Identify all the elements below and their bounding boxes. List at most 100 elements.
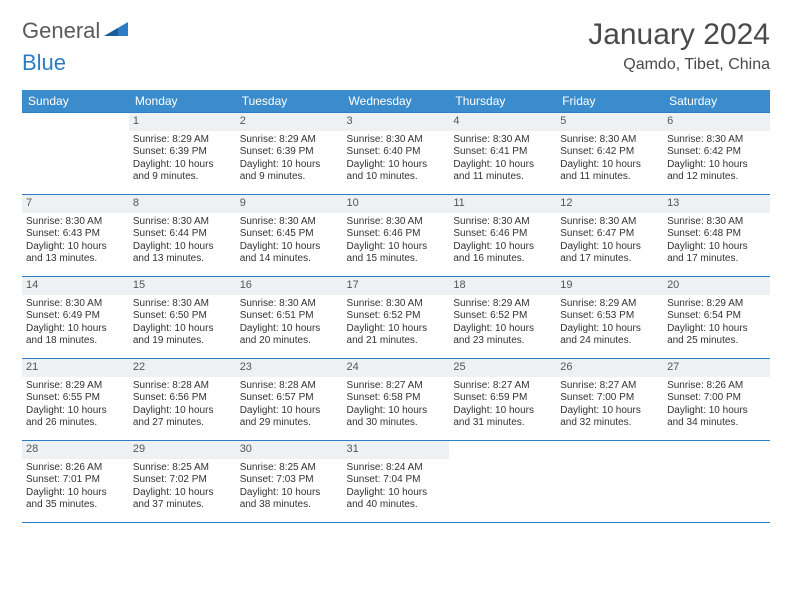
day-number: 6 — [663, 113, 770, 131]
calendar-cell: 23Sunrise: 8:28 AMSunset: 6:57 PMDayligh… — [236, 359, 343, 441]
weekday-wed: Wednesday — [343, 90, 450, 113]
sunrise-line: Sunrise: 8:30 AM — [347, 216, 446, 229]
calendar-cell: 15Sunrise: 8:30 AMSunset: 6:50 PMDayligh… — [129, 277, 236, 359]
calendar-cell: 31Sunrise: 8:24 AMSunset: 7:04 PMDayligh… — [343, 441, 450, 523]
sunset-line: Sunset: 6:39 PM — [133, 146, 232, 159]
weekday-tue: Tuesday — [236, 90, 343, 113]
day-number: 20 — [663, 277, 770, 295]
daylight-line: Daylight: 10 hours — [453, 241, 552, 254]
daylight-line: and 17 minutes. — [560, 253, 659, 266]
sunrise-line: Sunrise: 8:30 AM — [560, 216, 659, 229]
day-number: 5 — [556, 113, 663, 131]
sunrise-line: Sunrise: 8:30 AM — [240, 298, 339, 311]
calendar-cell — [22, 113, 129, 195]
daylight-line: Daylight: 10 hours — [560, 323, 659, 336]
day-number: 12 — [556, 195, 663, 213]
sunset-line: Sunset: 6:48 PM — [667, 228, 766, 241]
sunset-line: Sunset: 6:47 PM — [560, 228, 659, 241]
day-number: 2 — [236, 113, 343, 131]
location-label: Qamdo, Tibet, China — [588, 56, 770, 74]
calendar-cell: 10Sunrise: 8:30 AMSunset: 6:46 PMDayligh… — [343, 195, 450, 277]
daylight-line: and 16 minutes. — [453, 253, 552, 266]
day-number: 21 — [22, 359, 129, 377]
daylight-line: Daylight: 10 hours — [26, 241, 125, 254]
sunrise-line: Sunrise: 8:26 AM — [667, 380, 766, 393]
sunset-line: Sunset: 6:39 PM — [240, 146, 339, 159]
daylight-line: and 11 minutes. — [560, 171, 659, 184]
day-number: 9 — [236, 195, 343, 213]
daylight-line: and 10 minutes. — [347, 171, 446, 184]
weekday-header-row: Sunday Monday Tuesday Wednesday Thursday… — [22, 90, 770, 113]
sunset-line: Sunset: 6:56 PM — [133, 392, 232, 405]
daylight-line: Daylight: 10 hours — [26, 487, 125, 500]
daylight-line: and 24 minutes. — [560, 335, 659, 348]
day-number: 30 — [236, 441, 343, 459]
daylight-line: and 15 minutes. — [347, 253, 446, 266]
daylight-line: and 25 minutes. — [667, 335, 766, 348]
daylight-line: Daylight: 10 hours — [347, 487, 446, 500]
sunrise-line: Sunrise: 8:30 AM — [667, 216, 766, 229]
daylight-line: and 26 minutes. — [26, 417, 125, 430]
sunset-line: Sunset: 7:02 PM — [133, 474, 232, 487]
daylight-line: and 27 minutes. — [133, 417, 232, 430]
sunrise-line: Sunrise: 8:30 AM — [26, 298, 125, 311]
sunset-line: Sunset: 6:53 PM — [560, 310, 659, 323]
daylight-line: and 35 minutes. — [26, 499, 125, 512]
logo-text-general: General — [22, 18, 100, 44]
sunrise-line: Sunrise: 8:28 AM — [133, 380, 232, 393]
daylight-line: Daylight: 10 hours — [240, 487, 339, 500]
calendar-cell: 2Sunrise: 8:29 AMSunset: 6:39 PMDaylight… — [236, 113, 343, 195]
day-number: 11 — [449, 195, 556, 213]
daylight-line: and 17 minutes. — [667, 253, 766, 266]
day-number: 19 — [556, 277, 663, 295]
day-number: 10 — [343, 195, 450, 213]
sunrise-line: Sunrise: 8:24 AM — [347, 462, 446, 475]
calendar-cell: 18Sunrise: 8:29 AMSunset: 6:52 PMDayligh… — [449, 277, 556, 359]
calendar-cell: 4Sunrise: 8:30 AMSunset: 6:41 PMDaylight… — [449, 113, 556, 195]
month-title: January 2024 — [588, 18, 770, 52]
calendar-cell: 22Sunrise: 8:28 AMSunset: 6:56 PMDayligh… — [129, 359, 236, 441]
day-number: 18 — [449, 277, 556, 295]
daylight-line: Daylight: 10 hours — [560, 405, 659, 418]
calendar-cell: 5Sunrise: 8:30 AMSunset: 6:42 PMDaylight… — [556, 113, 663, 195]
sunset-line: Sunset: 7:00 PM — [560, 392, 659, 405]
sunset-line: Sunset: 6:41 PM — [453, 146, 552, 159]
weekday-sun: Sunday — [22, 90, 129, 113]
day-number: 3 — [343, 113, 450, 131]
calendar-cell: 3Sunrise: 8:30 AMSunset: 6:40 PMDaylight… — [343, 113, 450, 195]
daylight-line: and 9 minutes. — [240, 171, 339, 184]
sunrise-line: Sunrise: 8:30 AM — [347, 134, 446, 147]
sunrise-line: Sunrise: 8:29 AM — [240, 134, 339, 147]
logo-triangle-icon — [104, 20, 130, 43]
daylight-line: Daylight: 10 hours — [347, 241, 446, 254]
daylight-line: Daylight: 10 hours — [240, 241, 339, 254]
daylight-line: and 37 minutes. — [133, 499, 232, 512]
daylight-line: Daylight: 10 hours — [133, 487, 232, 500]
daylight-line: Daylight: 10 hours — [667, 241, 766, 254]
calendar-cell: 11Sunrise: 8:30 AMSunset: 6:46 PMDayligh… — [449, 195, 556, 277]
daylight-line: Daylight: 10 hours — [667, 405, 766, 418]
sunrise-line: Sunrise: 8:27 AM — [347, 380, 446, 393]
sunrise-line: Sunrise: 8:30 AM — [347, 298, 446, 311]
title-block: January 2024 Qamdo, Tibet, China — [588, 18, 770, 74]
weekday-fri: Friday — [556, 90, 663, 113]
sunset-line: Sunset: 6:57 PM — [240, 392, 339, 405]
sunset-line: Sunset: 6:42 PM — [667, 146, 766, 159]
sunrise-line: Sunrise: 8:30 AM — [240, 216, 339, 229]
sunrise-line: Sunrise: 8:30 AM — [453, 134, 552, 147]
daylight-line: and 23 minutes. — [453, 335, 552, 348]
day-number: 4 — [449, 113, 556, 131]
daylight-line: and 13 minutes. — [133, 253, 232, 266]
daylight-line: and 29 minutes. — [240, 417, 339, 430]
sunset-line: Sunset: 6:42 PM — [560, 146, 659, 159]
daylight-line: and 19 minutes. — [133, 335, 232, 348]
sunset-line: Sunset: 7:00 PM — [667, 392, 766, 405]
sunset-line: Sunset: 6:49 PM — [26, 310, 125, 323]
daylight-line: and 31 minutes. — [453, 417, 552, 430]
calendar-cell: 29Sunrise: 8:25 AMSunset: 7:02 PMDayligh… — [129, 441, 236, 523]
calendar-cell: 1Sunrise: 8:29 AMSunset: 6:39 PMDaylight… — [129, 113, 236, 195]
sunrise-line: Sunrise: 8:25 AM — [240, 462, 339, 475]
daylight-line: and 40 minutes. — [347, 499, 446, 512]
daylight-line: Daylight: 10 hours — [453, 323, 552, 336]
calendar-cell: 25Sunrise: 8:27 AMSunset: 6:59 PMDayligh… — [449, 359, 556, 441]
